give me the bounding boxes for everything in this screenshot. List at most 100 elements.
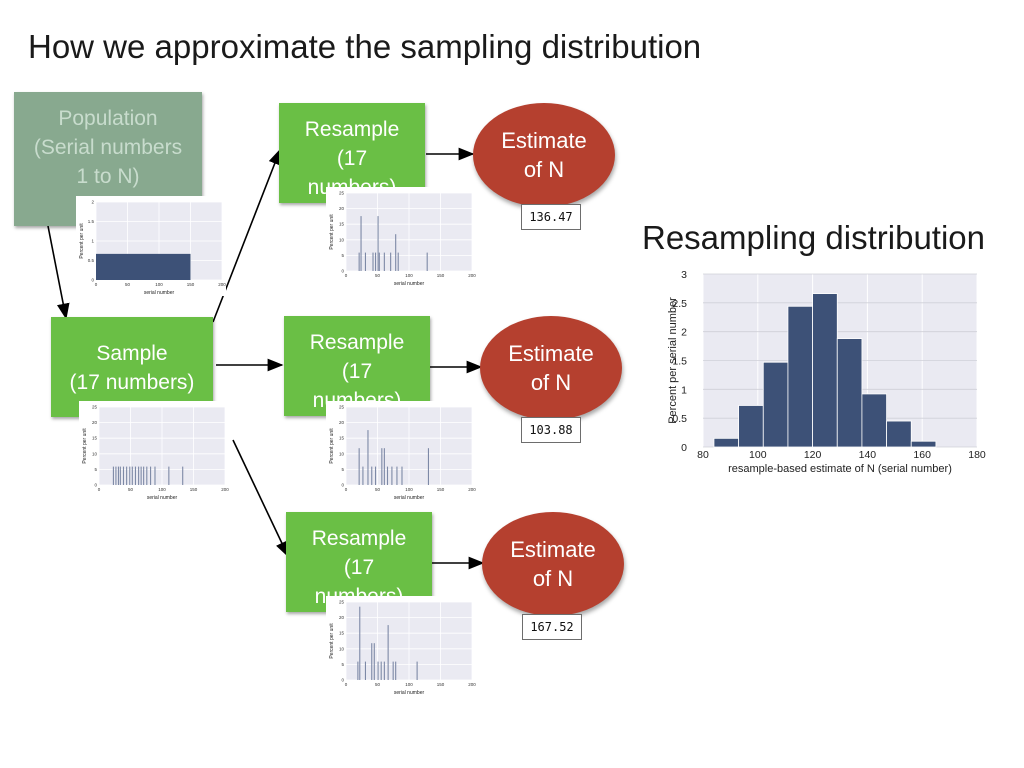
mini-y-axis-label: Percent per unit bbox=[82, 428, 88, 464]
histogram-x-tick-label: 140 bbox=[859, 449, 877, 461]
estimate-value-3: 167.52 bbox=[522, 614, 582, 640]
mini-bar bbox=[374, 466, 377, 485]
mini-y-tick-label: 20 bbox=[92, 420, 98, 425]
mini-bar bbox=[117, 466, 119, 485]
mini-x-tick-label: 0 bbox=[345, 273, 348, 278]
mini-bar bbox=[122, 466, 125, 485]
estimate-ellipse-1: Estimate of N bbox=[473, 103, 615, 207]
mini-y-tick-label: 15 bbox=[339, 222, 345, 227]
mini-y-tick-label: 5 bbox=[341, 662, 344, 667]
mini-y-tick-label: 25 bbox=[92, 405, 98, 410]
estimate-ellipse-3: Estimate of N bbox=[482, 512, 624, 616]
histogram-x-tick-label: 180 bbox=[968, 449, 986, 461]
mini-y-tick-label: 0 bbox=[94, 483, 97, 488]
histogram-bar bbox=[738, 405, 764, 448]
mini-x-tick-label: 150 bbox=[437, 273, 445, 278]
mini-x-tick-label: 200 bbox=[221, 487, 229, 492]
sample-chart: 0 50 100 150 200 0 5 10 15 20 25 serial number Perce… bbox=[79, 401, 229, 501]
mini-histogram-svg: 0 50 100 150 200 0 5 10 15 20 25 serial number Perce… bbox=[329, 405, 476, 502]
mini-x-tick-label: 100 bbox=[405, 273, 413, 278]
mini-x-tick-label: 0 bbox=[345, 682, 348, 687]
resample-chart-3: 0 50 100 150 200 0 5 10 15 20 25 serial number Perce… bbox=[326, 596, 476, 696]
histogram-bar bbox=[812, 293, 838, 448]
resample-chart-2: 0 50 100 150 200 0 5 10 15 20 25 serial number Perce… bbox=[326, 401, 476, 501]
mini-x-axis-label: serial number bbox=[394, 690, 425, 696]
histogram-bar bbox=[713, 437, 740, 448]
mini-bar bbox=[119, 466, 121, 485]
mini-y-axis-label: Percent per unit bbox=[329, 428, 335, 464]
mini-bar bbox=[154, 466, 156, 485]
mini-y-tick-label: 25 bbox=[339, 405, 345, 410]
mini-bar bbox=[373, 643, 375, 680]
mini-bar bbox=[383, 448, 385, 485]
mini-bar bbox=[358, 448, 360, 485]
mini-x-tick-label: 0 bbox=[95, 282, 98, 287]
mini-bar bbox=[396, 466, 398, 485]
mini-y-axis-label: Percent per unit bbox=[329, 623, 335, 659]
mini-y-tick-label: 15 bbox=[92, 436, 98, 441]
mini-x-axis-label: serial number bbox=[394, 281, 425, 287]
mini-x-tick-label: 200 bbox=[468, 682, 476, 687]
resample-chart-1: 0 50 100 150 200 0 5 10 15 20 25 serial number Perce… bbox=[326, 187, 476, 287]
mini-x-tick-label: 50 bbox=[128, 487, 134, 492]
mini-y-tick-label: 15 bbox=[339, 436, 345, 441]
mini-histogram-svg: 0 50 100 150 200 0 5 10 15 20 25 serial number Perce… bbox=[329, 191, 476, 288]
mini-x-tick-label: 50 bbox=[375, 273, 381, 278]
page-title: How we approximate the sampling distribu… bbox=[28, 28, 702, 65]
histogram-x-axis-label: resample-based estimate of N (serial num… bbox=[728, 463, 952, 475]
histogram-y-tick-label: 0.5 bbox=[672, 413, 687, 425]
mini-histogram-svg: 0 50 100 150 200 0 5 10 15 20 25 serial number Perce… bbox=[329, 600, 476, 697]
mini-bar bbox=[357, 661, 359, 680]
mini-y-tick-label: 0 bbox=[91, 278, 94, 283]
histogram-x-tick-label: 160 bbox=[913, 449, 931, 461]
histogram-bar bbox=[886, 420, 912, 448]
mini-bar bbox=[386, 466, 389, 485]
mini-y-tick-label: 1 bbox=[91, 239, 94, 244]
mini-bar bbox=[416, 661, 418, 680]
population-chart: 0 50 100 150 200 0 0.5 1 1.5 2 serial number Percen… bbox=[76, 196, 226, 296]
mini-bar bbox=[143, 466, 145, 485]
mini-y-tick-label: 25 bbox=[339, 191, 345, 196]
mini-x-axis-label: serial number bbox=[394, 495, 425, 501]
mini-bar bbox=[392, 661, 394, 680]
mini-bar bbox=[96, 253, 191, 280]
mini-y-tick-label: 5 bbox=[341, 467, 344, 472]
resampling-distribution-heading: Resampling distribution bbox=[642, 219, 986, 256]
mini-bar bbox=[138, 466, 140, 485]
mini-bar bbox=[359, 606, 361, 680]
mini-y-axis-label: Percent per unit bbox=[79, 223, 85, 259]
mini-bar bbox=[168, 466, 170, 485]
histogram-bar bbox=[762, 361, 789, 448]
histogram-bar bbox=[861, 393, 887, 448]
mini-y-tick-label: 5 bbox=[94, 467, 97, 472]
mini-bar bbox=[395, 661, 397, 680]
mini-bar bbox=[371, 643, 373, 680]
mini-y-tick-label: 10 bbox=[339, 646, 345, 651]
mini-x-tick-label: 100 bbox=[158, 487, 166, 492]
mini-x-axis-label: serial number bbox=[144, 290, 175, 296]
mini-y-axis-label: Percent per unit bbox=[329, 214, 335, 250]
mini-bar bbox=[364, 661, 366, 680]
mini-x-tick-label: 100 bbox=[405, 487, 413, 492]
mini-x-tick-label: 150 bbox=[437, 487, 445, 492]
mini-y-tick-label: 20 bbox=[339, 615, 345, 620]
mini-bar bbox=[401, 466, 403, 485]
histogram-y-tick-label: 0 bbox=[681, 442, 687, 454]
mini-histogram-svg: 0 50 100 150 200 0 0.5 1 1.5 2 serial number Percen… bbox=[79, 200, 226, 297]
mini-bar bbox=[383, 252, 385, 271]
mini-bar bbox=[126, 466, 128, 485]
mini-x-tick-label: 200 bbox=[218, 282, 226, 287]
histogram-svg: 80 100 120 140 160 180 0 0.5 1 1.5 2 2.5 3 resample-b… bbox=[667, 269, 986, 475]
mini-x-tick-label: 100 bbox=[155, 282, 163, 287]
mini-bar bbox=[395, 234, 397, 271]
mini-bar bbox=[182, 466, 184, 485]
estimate-value-2: 103.88 bbox=[521, 417, 581, 443]
histogram-y-axis-label: Percent per serial number bbox=[667, 297, 679, 424]
mini-bar bbox=[374, 252, 377, 271]
mini-bar bbox=[371, 466, 373, 485]
mini-y-tick-label: 0 bbox=[341, 483, 344, 488]
histogram-bar bbox=[787, 305, 814, 448]
mini-x-tick-label: 50 bbox=[375, 487, 381, 492]
mini-y-tick-label: 2 bbox=[91, 200, 94, 205]
mini-x-tick-label: 0 bbox=[98, 487, 101, 492]
